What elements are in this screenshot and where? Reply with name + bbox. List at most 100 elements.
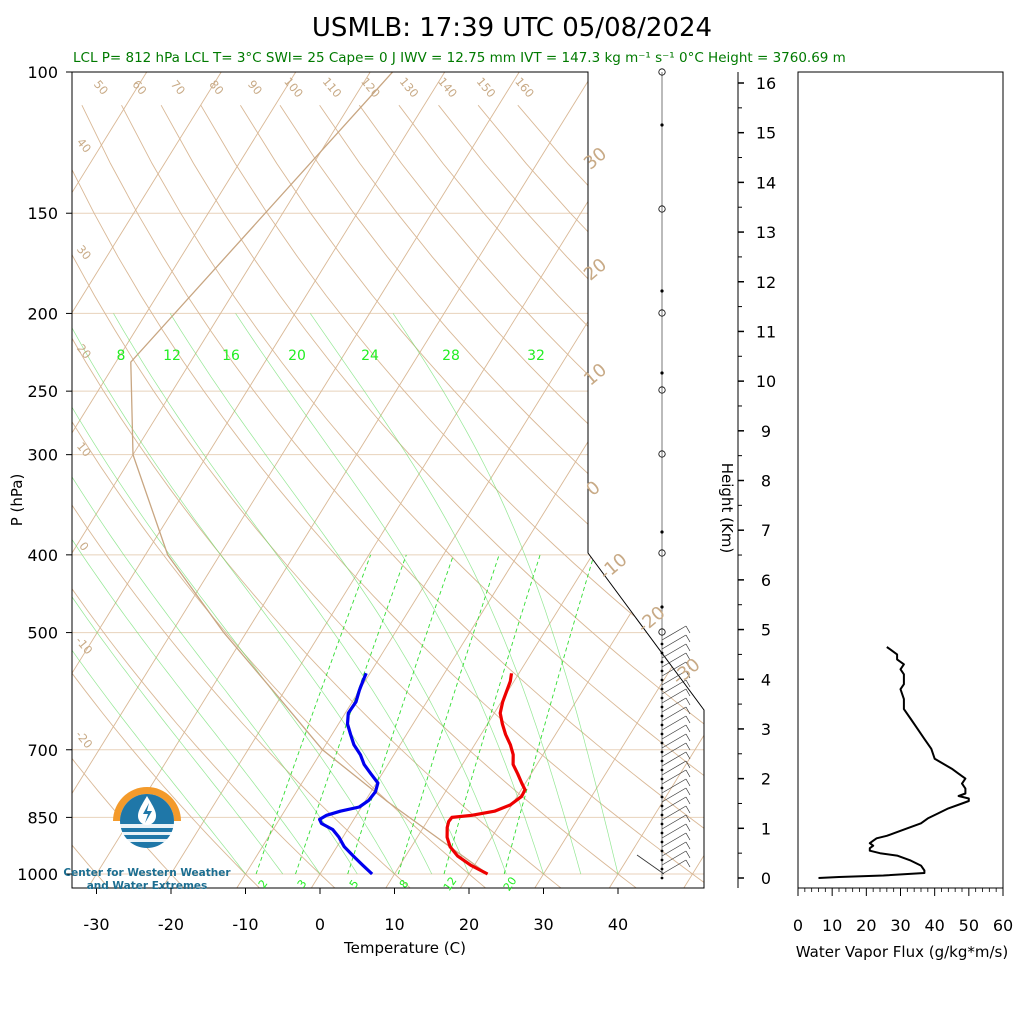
isotherm-label: 0 <box>582 477 604 500</box>
flux-axis-title: Water Vapor Flux (g/kg*m/s) <box>796 943 1008 961</box>
stats-line: LCL P= 812 hPa LCL T= 3°C SWI= 25 Cape= … <box>73 50 846 66</box>
dry-adiabat-line <box>81 105 704 888</box>
chart-title: USMLB: 17:39 UTC 05/08/2024 <box>312 13 712 43</box>
wind-level-dot <box>660 840 664 844</box>
pressure-tick-label: 150 <box>27 204 58 223</box>
wind-barb-flag-line <box>685 814 691 823</box>
wind-level-dot <box>660 678 664 682</box>
wind-level-dot <box>660 867 664 871</box>
dry-adiabat-line <box>72 105 414 888</box>
logo-sun-arc <box>113 787 181 821</box>
mixing-ratio-line <box>347 554 454 875</box>
height-tick-label: 10 <box>756 372 776 391</box>
dry-adiabat-line <box>72 105 641 888</box>
mixing-ratio-line <box>255 554 372 875</box>
isotherm-label: 30 <box>74 242 94 262</box>
wind-level-dot <box>660 123 664 127</box>
moist-adiabat-line <box>72 313 246 875</box>
dry-adiabat-label: 150 <box>474 75 499 101</box>
dry-adiabat-label: 80 <box>206 77 226 97</box>
height-tick-label: 6 <box>761 571 771 590</box>
moist-adiabat-line <box>392 313 619 875</box>
dry-adiabat-label: 110 <box>320 75 345 101</box>
wind-level-dot <box>660 750 664 754</box>
isotherm-line <box>681 72 704 888</box>
wind-barb-flag-line <box>685 859 691 868</box>
dry-adiabat-line <box>72 105 704 888</box>
calm-wind-circle <box>658 68 666 76</box>
height-tick-label: 16 <box>756 74 776 93</box>
dry-adiabat-line <box>160 104 704 888</box>
wind-barb-flag-line <box>685 724 691 733</box>
mixing-ratio-label: 20 <box>501 875 520 894</box>
wind-barb-line <box>661 787 687 803</box>
moist-adiabat-line <box>72 313 284 875</box>
calm-wind-circle <box>658 450 666 458</box>
wind-barb-line <box>661 634 687 650</box>
wind-barb-line <box>661 661 687 677</box>
moist-adiabat-line <box>72 313 321 875</box>
temperature-tick-label: 40 <box>608 915 628 934</box>
isotherm-line <box>607 72 704 888</box>
dry-adiabat-line <box>72 105 263 888</box>
wind-barb-flag-line <box>685 787 691 796</box>
wind-level-dot <box>660 530 664 534</box>
temperature-tick-label: -20 <box>158 915 184 934</box>
wind-barb-flag-line <box>685 760 691 769</box>
wind-level-dot <box>660 371 664 375</box>
pressure-tick-label: 100 <box>27 63 58 82</box>
isotherm-line <box>72 72 568 888</box>
wind-level-dot <box>660 289 664 293</box>
isotherm-line <box>309 72 704 888</box>
dry-adiabat-line <box>200 104 704 888</box>
height-axis-title: Height (Km) <box>718 463 736 554</box>
pressure-tick-label: 850 <box>27 808 58 827</box>
wind-barb-flag-line <box>685 625 691 634</box>
moist-adiabat-label: 8 <box>117 348 126 364</box>
logo-wave-2 <box>122 832 172 835</box>
isotherm-label: -30 <box>668 654 704 689</box>
wind-level-dot <box>660 705 664 709</box>
wind-barb-line <box>661 814 687 830</box>
wind-barb-line <box>636 854 665 875</box>
wind-barb-flag-line <box>685 697 691 706</box>
wind-barb-line <box>661 670 687 686</box>
mixing-ratio-line <box>397 554 500 875</box>
wind-level-dot <box>660 687 664 691</box>
flux-tick-label: 0 <box>793 916 803 935</box>
wind-level-dot <box>660 723 664 727</box>
moist-adiabat-label: 24 <box>361 348 379 364</box>
height-tick-label: 4 <box>761 670 771 689</box>
wind-barb-line <box>661 679 687 695</box>
wind-barb-flag-line <box>685 769 691 778</box>
wind-barb-line <box>661 733 687 749</box>
wind-barb-flag-line <box>685 778 691 787</box>
moist-adiabat-line <box>72 313 395 875</box>
isotherm-label: 20 <box>74 341 94 361</box>
isotherm-label: 10 <box>580 359 611 390</box>
wind-barb-line <box>661 760 687 776</box>
temperature-tick-label: 30 <box>533 915 553 934</box>
wind-barb-line <box>661 697 687 713</box>
dry-adiabat-line <box>121 104 704 888</box>
dry-adiabat-label: 90 <box>245 77 265 97</box>
dry-adiabat-label: 130 <box>397 75 422 101</box>
wind-level-dot <box>660 642 664 646</box>
wind-barb-line <box>661 823 687 839</box>
wind-barb-line <box>661 805 687 821</box>
height-tick-label: 8 <box>761 472 771 491</box>
water-vapor-flux-line <box>818 646 970 879</box>
wind-barb-line <box>661 778 687 794</box>
height-tick-label: 15 <box>756 124 776 143</box>
pressure-tick-label: 700 <box>27 741 58 760</box>
height-tick-label: 5 <box>761 621 771 640</box>
wind-level-dot <box>660 786 664 790</box>
pressure-tick-label: 250 <box>27 382 58 401</box>
mixing-ratio-line <box>443 554 541 875</box>
dry-adiabat-label: 50 <box>91 77 111 97</box>
wind-level-dot <box>660 660 664 664</box>
wind-level-dot <box>660 759 664 763</box>
height-tick-label: 9 <box>761 422 771 441</box>
flux-tick-label: 10 <box>822 916 842 935</box>
pressure-tick-label: 500 <box>27 624 58 643</box>
